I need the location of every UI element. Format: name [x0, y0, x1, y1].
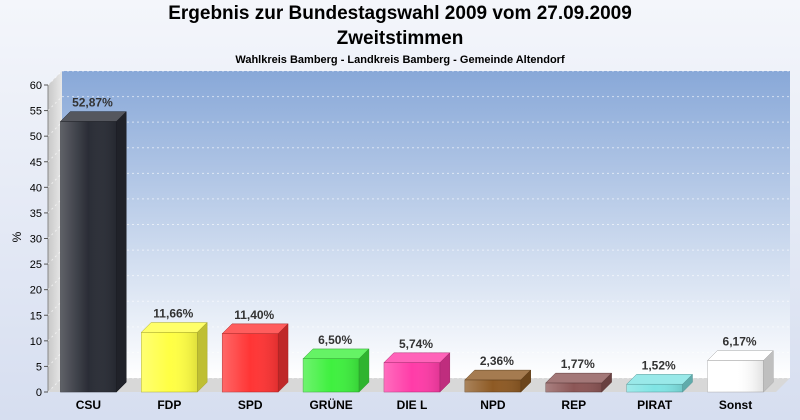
- gridline-side: [47, 326, 63, 342]
- chart-caption: Wahlkreis Bamberg - Landkreis Bamberg - …: [235, 54, 565, 66]
- x-tick-label: Sonst: [719, 398, 752, 412]
- data-label: 11,66%: [153, 307, 193, 321]
- bar-highlight: [303, 358, 360, 392]
- y-tick-label: 25: [30, 259, 42, 271]
- y-tick-label: 60: [30, 80, 42, 92]
- y-axis-ticks: 0 5 10 15 20 25 30 35 40 45 50 55 60: [30, 80, 48, 399]
- bar-side: [116, 111, 127, 393]
- x-tick-label: DIE L: [397, 398, 428, 412]
- gridline-side: [47, 121, 63, 137]
- x-axis-labels: CSU FDP SPD GRÜNE DIE L NPD REP PIRAT Sonst: [76, 397, 752, 412]
- y-tick-label: 45: [30, 157, 42, 169]
- y-tick-label: 50: [30, 131, 42, 143]
- bar-csu: 52,87%: [59, 96, 127, 393]
- y-tick-label: 10: [30, 336, 42, 348]
- y-tick-label: 20: [30, 285, 42, 297]
- plot-side-wall: [48, 71, 62, 392]
- data-label: 6,17%: [723, 335, 757, 349]
- x-tick-label: SPD: [238, 398, 263, 412]
- data-label: 6,50%: [318, 333, 352, 347]
- bar-die-l: 5,74%: [383, 337, 451, 393]
- gridline-side: [47, 224, 63, 239]
- bar-side: [358, 348, 370, 393]
- bar-spd: 11,40%: [221, 308, 289, 393]
- bar-top: [302, 348, 370, 359]
- bar-fdp: 11,66%: [140, 307, 208, 393]
- bar-sonst: 6,17%: [706, 335, 774, 393]
- bar-top: [464, 369, 532, 381]
- y-tick-label: 35: [30, 208, 42, 220]
- bar-highlight: [60, 121, 117, 392]
- y-tick-label: 5: [36, 361, 42, 373]
- gridline-side: [47, 70, 63, 86]
- x-tick-label: CSU: [76, 398, 101, 412]
- y-tick-label: 30: [30, 234, 42, 246]
- y-tick-label: 40: [30, 182, 42, 194]
- bar-top: [140, 322, 208, 333]
- data-label: 52,87%: [72, 96, 113, 110]
- y-tick-label: 0: [36, 387, 42, 399]
- data-label: 2,36%: [480, 354, 514, 368]
- gridline-side: [47, 198, 63, 214]
- data-label: 11,40%: [234, 308, 274, 322]
- bar-highlight: [141, 332, 198, 392]
- x-tick-label: NPD: [480, 398, 506, 412]
- bar-highlight: [707, 360, 764, 392]
- x-tick-label: FDP: [157, 398, 181, 412]
- data-label: 5,74%: [399, 337, 433, 351]
- bar-highlight: [384, 362, 440, 392]
- chart-title: Ergebnis zur Bundestagswahl 2009 vom 27.…: [168, 3, 632, 24]
- gridline-side: [47, 172, 63, 188]
- bar-highlight: [626, 384, 683, 392]
- bar-rep: 1,77%: [545, 357, 613, 393]
- gridline-side: [47, 352, 63, 367]
- bar-side: [682, 373, 693, 393]
- bar-npd: 2,36%: [464, 354, 532, 393]
- gridline-side: [47, 96, 63, 111]
- data-label: 1,52%: [642, 358, 676, 372]
- bar-top: [545, 372, 613, 384]
- bar-highlight: [222, 333, 279, 392]
- x-tick-label: PIRAT: [637, 398, 673, 412]
- bar-grüne: 6,50%: [302, 333, 370, 393]
- bar-side: [277, 323, 289, 393]
- bar-side: [439, 352, 451, 393]
- gridline-side: [47, 377, 63, 393]
- bar-top: [383, 352, 451, 363]
- bar-pirat: 1,52%: [626, 358, 694, 393]
- bar-side: [601, 372, 612, 393]
- bar-highlight: [464, 379, 521, 392]
- bars: 52,87% 11,66% 11,40% 6,50% 5,74% 2,36% 1,77% 1,…: [59, 96, 774, 393]
- x-tick-label: GRÜNE: [309, 397, 352, 412]
- bar-side: [197, 321, 208, 393]
- bar-top: [706, 350, 774, 361]
- bar-top: [221, 323, 289, 334]
- y-axis-label: %: [10, 231, 24, 242]
- bar-top: [626, 374, 694, 385]
- gridline-side: [47, 249, 63, 265]
- gridline-side: [47, 275, 63, 291]
- bar-side: [763, 350, 774, 393]
- data-label: 1,77%: [561, 357, 595, 371]
- y-tick-label: 15: [30, 310, 42, 322]
- chart-subtitle: Zweitstimmen: [336, 28, 464, 49]
- y-tick-label: 55: [30, 106, 42, 118]
- bar-side: [520, 369, 531, 393]
- bar-highlight: [545, 382, 602, 392]
- bar-top: [59, 111, 127, 122]
- x-tick-label: REP: [561, 398, 586, 412]
- gridline-side: [47, 300, 63, 316]
- gridline-side: [47, 147, 63, 163]
